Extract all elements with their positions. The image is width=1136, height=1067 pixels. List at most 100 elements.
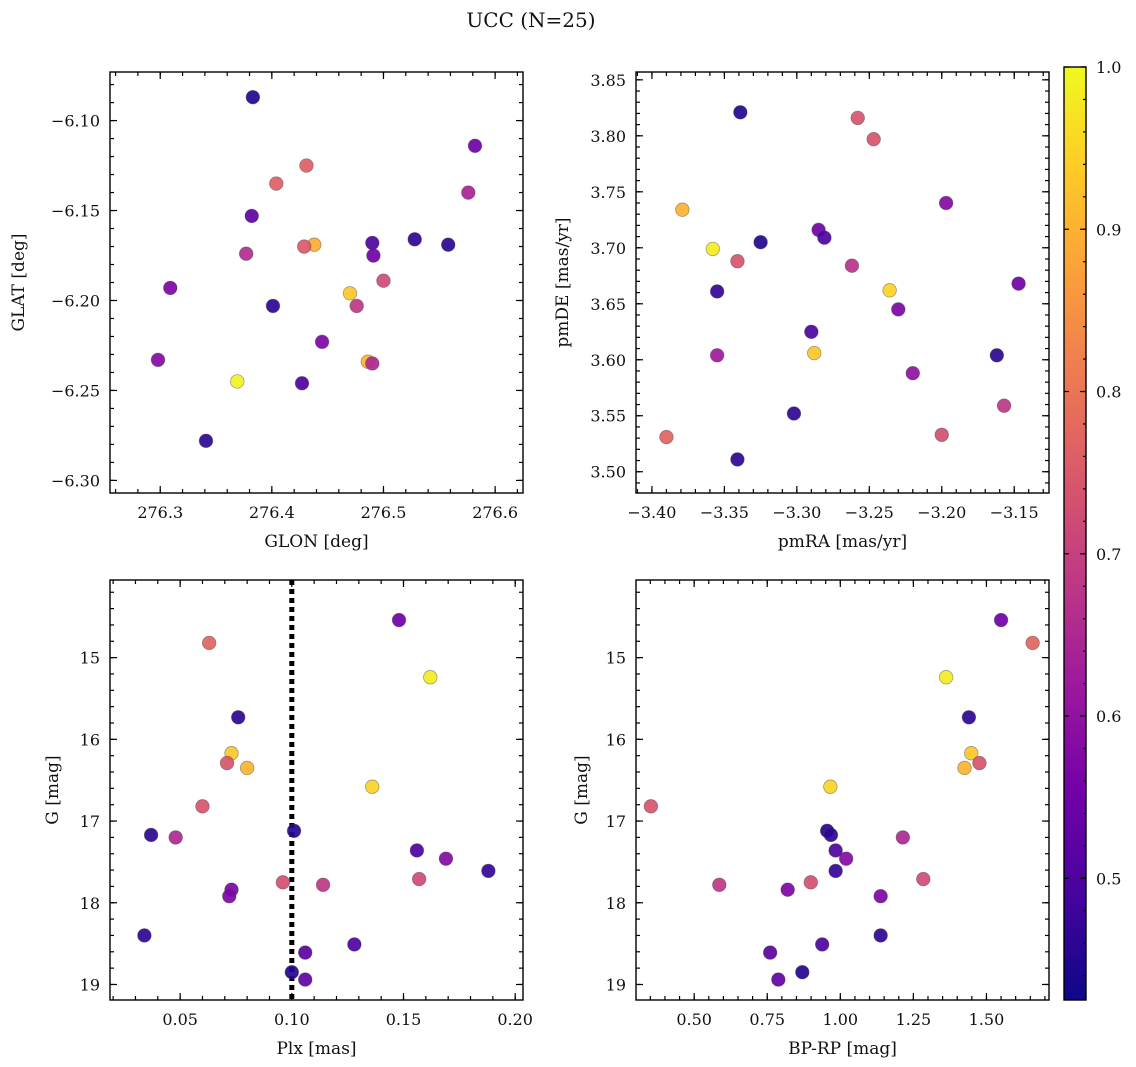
scatter-points bbox=[643, 612, 1040, 987]
data-point bbox=[366, 248, 381, 263]
scatter-points bbox=[659, 105, 1026, 467]
colorbar-tick-label: 0.6 bbox=[1096, 707, 1121, 726]
y-tick-label: 3.75 bbox=[590, 183, 626, 202]
colorbar-tick-label: 0.9 bbox=[1096, 220, 1121, 239]
data-point bbox=[438, 851, 454, 866]
data-point bbox=[850, 110, 865, 126]
data-point bbox=[823, 779, 838, 794]
data-point bbox=[198, 433, 214, 449]
y-axis-label: pmDE [mas/yr] bbox=[553, 217, 573, 347]
data-point bbox=[771, 972, 786, 987]
y-tick-label: −6.25 bbox=[51, 381, 100, 400]
data-point bbox=[1011, 276, 1026, 291]
y-tick-label: 3.80 bbox=[590, 127, 626, 146]
data-point bbox=[298, 972, 313, 987]
y-tick-label: 18 bbox=[606, 894, 626, 913]
data-point bbox=[269, 176, 284, 191]
data-point bbox=[219, 755, 235, 771]
data-point bbox=[993, 612, 1009, 628]
data-point bbox=[230, 374, 245, 389]
y-tick-label: 19 bbox=[80, 975, 100, 994]
y-tick-label: 16 bbox=[80, 730, 100, 749]
x-tick-label: 0.05 bbox=[162, 1010, 198, 1029]
data-point bbox=[795, 965, 810, 980]
data-point bbox=[481, 863, 496, 879]
data-point bbox=[905, 365, 920, 381]
data-point bbox=[891, 302, 906, 317]
data-point bbox=[807, 345, 822, 361]
data-point bbox=[201, 635, 217, 651]
colorbar-gradient bbox=[1064, 67, 1086, 1000]
data-point bbox=[150, 352, 166, 368]
data-point bbox=[753, 234, 768, 250]
data-point bbox=[376, 273, 391, 288]
data-point bbox=[314, 334, 330, 350]
colorbar-tick-label: 0.5 bbox=[1096, 869, 1121, 888]
data-point bbox=[823, 827, 839, 843]
data-point bbox=[137, 928, 152, 943]
panels: 276.3 276.4 276.5 276.6 −6.30 −6.25 −6.20 −6.15… bbox=[9, 71, 1050, 1059]
panel-bottom-right: 0.50 0.75 1.00 1.25 1.50 15 16 17 18 19 BP-RP [mag… bbox=[572, 579, 1050, 1059]
data-point bbox=[231, 710, 246, 725]
data-point bbox=[461, 185, 476, 200]
data-point bbox=[972, 755, 987, 771]
data-point bbox=[347, 937, 362, 952]
data-point bbox=[349, 298, 364, 314]
y-tick-label: 17 bbox=[606, 812, 626, 831]
y-tick-label: −6.30 bbox=[51, 471, 100, 490]
axes-frame bbox=[635, 71, 1050, 494]
data-point bbox=[222, 889, 237, 904]
y-tick-label: 3.85 bbox=[590, 71, 626, 90]
data-point bbox=[298, 945, 313, 960]
data-point bbox=[733, 105, 748, 120]
x-tick-label: 1.25 bbox=[896, 1010, 932, 1029]
x-tick-label: −3.20 bbox=[917, 503, 966, 522]
data-point bbox=[659, 429, 674, 445]
data-point bbox=[239, 760, 255, 776]
y-tick-label: 3.70 bbox=[590, 239, 626, 258]
y-tick-label: 3.60 bbox=[590, 351, 626, 370]
colorbar-tick-label: 0.7 bbox=[1096, 545, 1121, 564]
y-tick-label: 3.50 bbox=[590, 463, 626, 482]
colorbar: 0.5 0.6 0.7 0.8 0.9 1.0 bbox=[1063, 58, 1121, 1001]
data-point bbox=[294, 376, 310, 391]
data-point bbox=[938, 195, 954, 211]
data-point bbox=[838, 851, 854, 866]
x-tick-label: 0.20 bbox=[497, 1010, 533, 1029]
data-point bbox=[423, 670, 438, 685]
data-point bbox=[803, 875, 818, 890]
data-point bbox=[675, 202, 690, 217]
data-point bbox=[786, 406, 802, 421]
y-tick-label: 3.55 bbox=[590, 407, 626, 426]
x-tick-label: 0.75 bbox=[749, 1010, 785, 1029]
data-point bbox=[315, 877, 331, 892]
data-point bbox=[934, 427, 949, 442]
y-tick-label: 17 bbox=[80, 812, 100, 831]
data-point bbox=[817, 230, 832, 245]
y-axis-label: G [mag] bbox=[572, 755, 592, 824]
colorbar-tick-label: 1.0 bbox=[1096, 58, 1121, 77]
data-point bbox=[265, 298, 281, 314]
data-point bbox=[814, 937, 830, 952]
data-point bbox=[365, 235, 380, 251]
y-tick-label: 18 bbox=[80, 894, 100, 913]
x-tick-label: 0.15 bbox=[386, 1010, 422, 1029]
axes-frame bbox=[109, 579, 524, 1001]
data-point bbox=[712, 877, 727, 892]
x-tick-label: 1.50 bbox=[969, 1010, 1005, 1029]
data-point bbox=[866, 131, 881, 147]
data-point bbox=[873, 889, 888, 904]
data-point bbox=[938, 670, 954, 685]
y-tick-label: 15 bbox=[606, 649, 626, 668]
data-point bbox=[964, 746, 979, 761]
data-point bbox=[441, 237, 456, 252]
panel-bottom-left: 0.05 0.10 0.15 0.20 15 16 17 18 19 Plx [mas] G [ma… bbox=[43, 579, 533, 1059]
x-tick-label: −3.40 bbox=[627, 503, 676, 522]
x-axis-label: Plx [mas] bbox=[276, 1039, 356, 1059]
data-point bbox=[961, 710, 977, 725]
data-point bbox=[238, 246, 254, 261]
y-axis-label: G [mag] bbox=[43, 755, 63, 824]
x-axis-label: BP-RP [mag] bbox=[788, 1039, 897, 1059]
data-point bbox=[643, 799, 659, 814]
